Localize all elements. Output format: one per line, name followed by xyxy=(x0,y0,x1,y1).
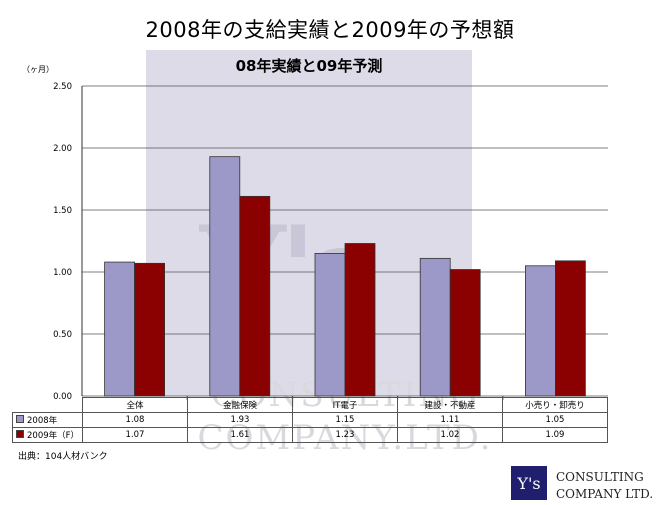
y-tick-label: 0.00 xyxy=(53,392,72,402)
company-name-line1: CONSULTING xyxy=(556,470,644,484)
table-cell: 1.15 xyxy=(292,412,398,428)
table-cell: 1.61 xyxy=(187,427,293,443)
y-tick-label: 2.00 xyxy=(53,144,72,154)
table-cell: 1.09 xyxy=(502,427,608,443)
bar-2009-3 xyxy=(449,269,481,397)
source-note: 出典：104人材バンク xyxy=(18,452,108,462)
bar-2009-2 xyxy=(344,243,376,397)
table-cell: 1.93 xyxy=(187,412,293,428)
bar-2009-1 xyxy=(239,195,271,397)
bar-2008-1 xyxy=(209,156,241,397)
bar-2009-4 xyxy=(555,260,586,397)
chart-title: 08年実績と09年予測 xyxy=(235,57,383,75)
table-cell: 1.07 xyxy=(82,427,188,443)
y-axis-unit: （ヶ月） xyxy=(22,65,54,74)
category-label: 建設・不動産 xyxy=(397,397,503,413)
data-table: 全体 金融保険 IT電子 建設・不動産 小売り・卸売り 2008年 1.08 1… xyxy=(12,397,608,443)
category-label: 小売り・卸売り xyxy=(502,397,608,413)
company-logo-text: CONSULTING COMPANY LTD. xyxy=(556,469,653,503)
legend-swatch xyxy=(16,415,24,423)
company-name-line2: COMPANY LTD. xyxy=(556,487,654,501)
legend-swatch xyxy=(16,430,24,438)
table-cell: 1.02 xyxy=(397,427,503,443)
table-row: 2008年 1.08 1.93 1.15 1.11 1.05 xyxy=(12,412,608,428)
table-row: 2009年（F） 1.07 1.61 1.23 1.02 1.09 xyxy=(12,427,608,443)
legend-entry: 2009年（F） xyxy=(12,427,83,443)
category-label: 全体 xyxy=(82,397,188,413)
table-cell: 1.23 xyxy=(292,427,398,443)
table-cell: 1.08 xyxy=(82,412,188,428)
y-tick-label: 1.50 xyxy=(53,206,72,216)
bar-2009-0 xyxy=(134,262,166,397)
category-label: 金融保険 xyxy=(187,397,293,413)
bar-2008-4 xyxy=(525,265,556,397)
legend-entry: 2008年 xyxy=(12,412,83,428)
table-corner xyxy=(12,397,83,413)
y-tick-label: 1.00 xyxy=(53,268,72,278)
series-name: 2008年 xyxy=(27,416,58,426)
category-label: IT電子 xyxy=(292,397,398,413)
company-logo-mark: Y's xyxy=(511,466,547,500)
series-name: 2009年（F） xyxy=(27,431,80,441)
bar-2008-0 xyxy=(104,261,135,397)
y-tick-label: 0.50 xyxy=(53,330,72,340)
bar-2008-2 xyxy=(314,252,346,397)
table-cell: 1.05 xyxy=(502,412,608,428)
watermark-panel xyxy=(146,50,472,396)
table-cell: 1.11 xyxy=(397,412,503,428)
bar-2008-3 xyxy=(419,257,451,397)
page-title: 2008年の支給実績と2009年の予想額 xyxy=(145,18,515,42)
table-header-row: 全体 金融保険 IT電子 建設・不動産 小売り・卸売り xyxy=(12,397,608,413)
y-tick-label: 2.50 xyxy=(53,82,72,92)
